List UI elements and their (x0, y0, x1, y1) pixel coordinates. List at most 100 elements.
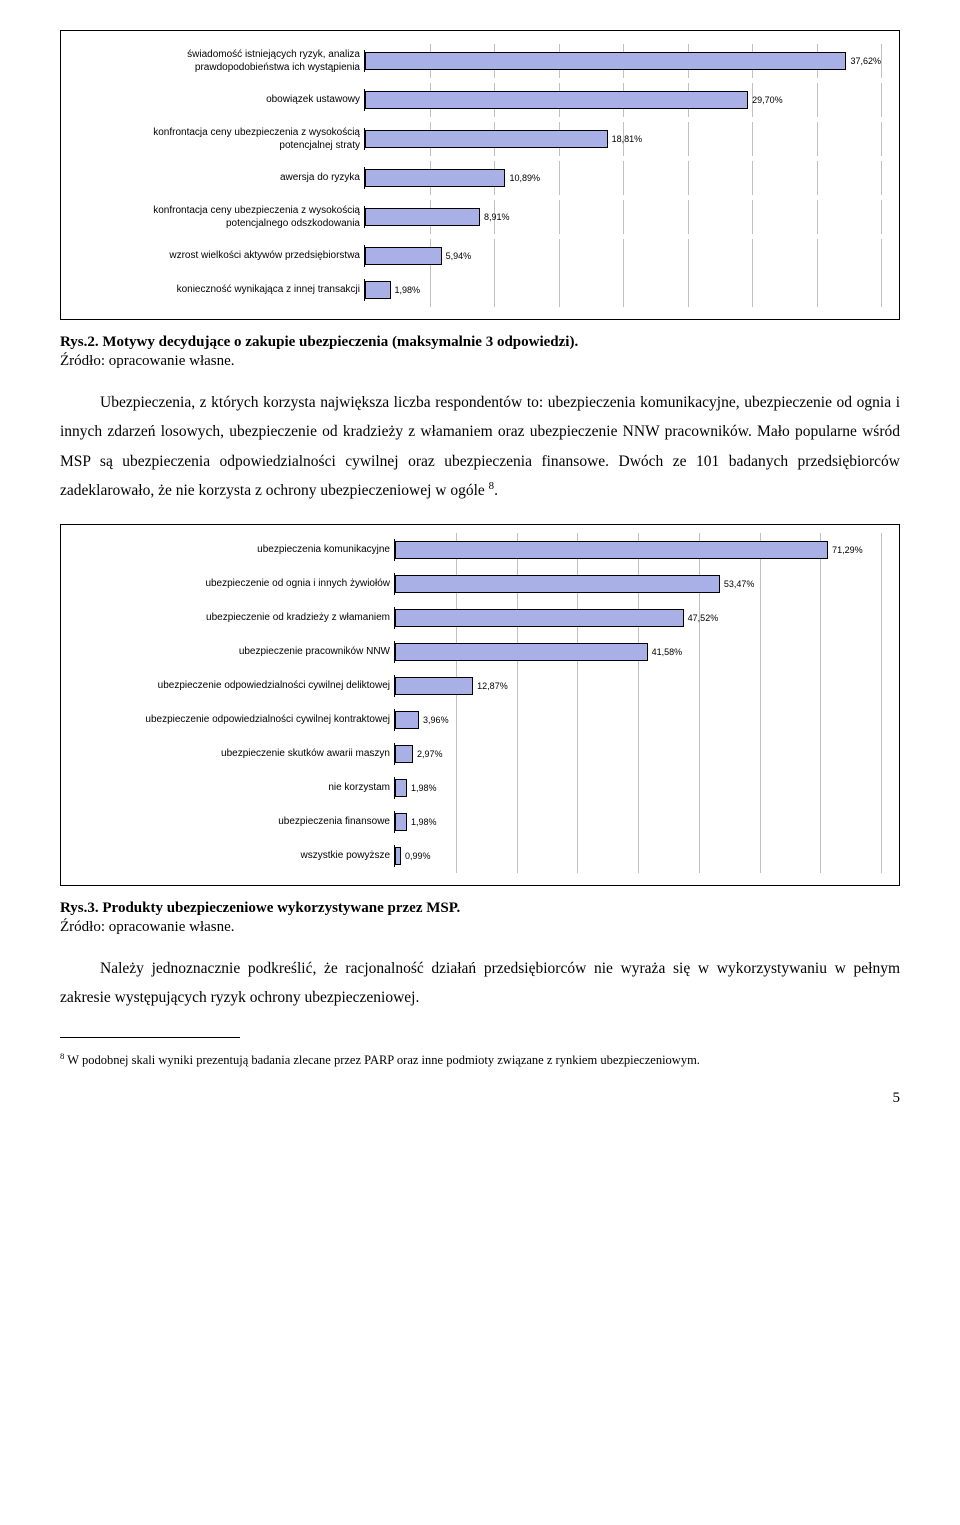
grid-line (638, 737, 639, 771)
paragraph-1: Ubezpieczenia, z których korzysta najwię… (60, 388, 900, 506)
grid-line (881, 737, 882, 771)
chart-row: ubezpieczenie skutków awarii maszyn2,97% (79, 743, 881, 765)
chart-bar-area: 8,91% (364, 206, 881, 228)
grid-line (760, 771, 761, 805)
figure-source-2: Źródło: opracowanie własne. (60, 919, 900, 936)
chart-row: ubezpieczenie od kradzieży z włamaniem 47… (79, 607, 881, 629)
grid-line (820, 669, 821, 703)
chart-category-label: awersja do ryzyka (79, 171, 364, 185)
grid-line (559, 239, 560, 273)
grid-line (517, 737, 518, 771)
chart-row: konieczność wynikająca z innej transakcj… (79, 279, 881, 301)
chart-value-label: 47,52% (688, 613, 719, 623)
grid-line (699, 669, 700, 703)
chart-bar (395, 609, 684, 627)
grid-line (577, 737, 578, 771)
grid-line (820, 805, 821, 839)
chart-bar-area: 5,94% (364, 245, 881, 267)
chart-row: konfrontacja ceny ubezpieczenia z wysoko… (79, 201, 881, 233)
grid-line (688, 200, 689, 234)
chart-bar (395, 677, 473, 695)
grid-line (820, 737, 821, 771)
chart-bar (365, 52, 846, 70)
chart-row: konfrontacja ceny ubezpieczenia z wysoko… (79, 123, 881, 155)
grid-line (752, 239, 753, 273)
chart-category-label: ubezpieczenie odpowiedzialności cywilnej… (79, 713, 394, 727)
grid-line (820, 771, 821, 805)
chart-category-label: ubezpieczenie od kradzieży z włamaniem (79, 611, 394, 625)
chart-category-label: konieczność wynikająca z innej transakcj… (79, 283, 364, 297)
grid-line (881, 273, 882, 307)
chart-motives: świadomość istniejących ryzyk, analizapr… (60, 30, 900, 320)
grid-line (623, 200, 624, 234)
grid-line (456, 703, 457, 737)
chart-bar (395, 779, 407, 797)
chart-value-label: 8,91% (484, 212, 510, 222)
chart-row: awersja do ryzyka 10,89% (79, 167, 881, 189)
grid-line (881, 635, 882, 669)
grid-line (456, 737, 457, 771)
para2-text: Należy jednoznacznie podkreślić, że racj… (60, 960, 900, 1006)
grid-line (623, 161, 624, 195)
chart-value-label: 53,47% (724, 579, 755, 589)
grid-line (494, 239, 495, 273)
grid-line (517, 839, 518, 873)
page-number: 5 (60, 1090, 900, 1107)
grid-line (623, 239, 624, 273)
chart-category-label: ubezpieczenie odpowiedzialności cywilnej… (79, 679, 394, 693)
chart-bar (395, 541, 828, 559)
chart-row: obowiązek ustawowy29,70% (79, 89, 881, 111)
chart-bar-area: 1,98% (364, 279, 881, 301)
grid-line (760, 737, 761, 771)
chart-row: świadomość istniejących ryzyk, analizapr… (79, 45, 881, 77)
chart-value-label: 37,62% (850, 56, 881, 66)
chart-value-label: 10,89% (509, 173, 540, 183)
chart-bar-area: 0,99% (394, 845, 881, 867)
grid-line (699, 771, 700, 805)
grid-line (638, 669, 639, 703)
chart-bar-area: 2,97% (394, 743, 881, 765)
chart-value-label: 2,97% (417, 749, 443, 759)
grid-line (517, 669, 518, 703)
grid-line (881, 239, 882, 273)
chart-category-label: konfrontacja ceny ubezpieczenia z wysoko… (79, 126, 364, 153)
grid-line (881, 567, 882, 601)
grid-line (881, 122, 882, 156)
grid-line (817, 239, 818, 273)
grid-line (752, 273, 753, 307)
chart-category-label: świadomość istniejących ryzyk, analizapr… (79, 48, 364, 75)
chart-bar-area: 47,52% (394, 607, 881, 629)
grid-line (881, 533, 882, 567)
grid-line (517, 805, 518, 839)
chart-row: ubezpieczenia komunikacyjne71,29% (79, 539, 881, 561)
chart-value-label: 41,58% (652, 647, 683, 657)
grid-line (456, 805, 457, 839)
chart-value-label: 3,96% (423, 715, 449, 725)
grid-line (688, 122, 689, 156)
grid-line (699, 703, 700, 737)
footnote-8: 8 W podobnej skali wyniki prezentują bad… (60, 1050, 900, 1070)
grid-line (577, 771, 578, 805)
chart-bar-area: 18,81% (364, 128, 881, 150)
chart-bar (365, 281, 391, 299)
chart-bar (365, 208, 480, 226)
grid-line (820, 703, 821, 737)
chart-value-label: 1,98% (411, 817, 437, 827)
grid-line (517, 771, 518, 805)
chart-category-label: nie korzystam (79, 781, 394, 795)
grid-line (820, 567, 821, 601)
grid-line (881, 44, 882, 78)
chart-value-label: 29,70% (752, 95, 783, 105)
chart-bar (395, 575, 720, 593)
chart-value-label: 18,81% (612, 134, 643, 144)
chart-bar (395, 745, 413, 763)
grid-line (881, 805, 882, 839)
chart-bar (365, 130, 608, 148)
chart-category-label: ubezpieczenie pracowników NNW (79, 645, 394, 659)
grid-line (760, 669, 761, 703)
chart-row: wszystkie powyższe0,99% (79, 845, 881, 867)
grid-line (688, 273, 689, 307)
chart-value-label: 1,98% (411, 783, 437, 793)
grid-line (577, 669, 578, 703)
grid-line (699, 805, 700, 839)
